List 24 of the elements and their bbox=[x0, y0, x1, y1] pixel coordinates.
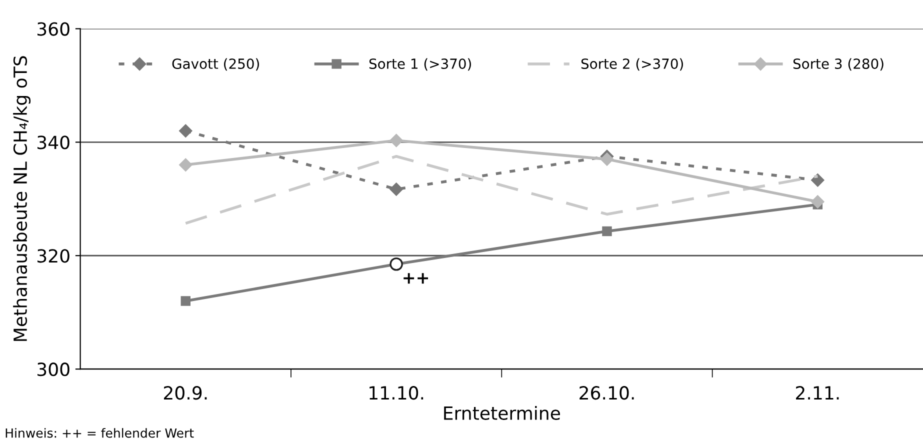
point bbox=[390, 134, 403, 148]
point bbox=[602, 226, 612, 236]
legend-label: Sorte 2 (>370) bbox=[581, 58, 683, 71]
y-tick-label: 300 bbox=[37, 362, 70, 376]
point bbox=[180, 296, 190, 306]
legend-label: Sorte 3 (280) bbox=[793, 58, 884, 71]
legend-label: Gavott (250) bbox=[172, 58, 259, 71]
y-tick-label: 340 bbox=[37, 136, 70, 150]
text: Hinweis: ++ = fehlender Wert bbox=[6, 428, 194, 438]
point bbox=[179, 124, 192, 138]
annotation: ++ bbox=[404, 273, 428, 284]
y-axis-title: Methanausbeute NL CH₄/kg oTS bbox=[13, 56, 31, 341]
x-axis-title: Erntetermine bbox=[444, 406, 560, 420]
point bbox=[179, 158, 192, 172]
x-tick-label: 26.10. bbox=[580, 386, 634, 400]
point bbox=[811, 195, 824, 208]
x-tick-label: 11.10. bbox=[370, 386, 424, 400]
x-tick-label: 20.9. bbox=[164, 386, 207, 400]
y-tick-label: 360 bbox=[37, 22, 70, 36]
legend-label: Sorte 1 (>370) bbox=[369, 58, 471, 71]
point bbox=[600, 152, 614, 166]
y-tick-label: 320 bbox=[37, 249, 70, 263]
point bbox=[390, 182, 403, 196]
x-tick-label: 2.11. bbox=[796, 386, 839, 400]
